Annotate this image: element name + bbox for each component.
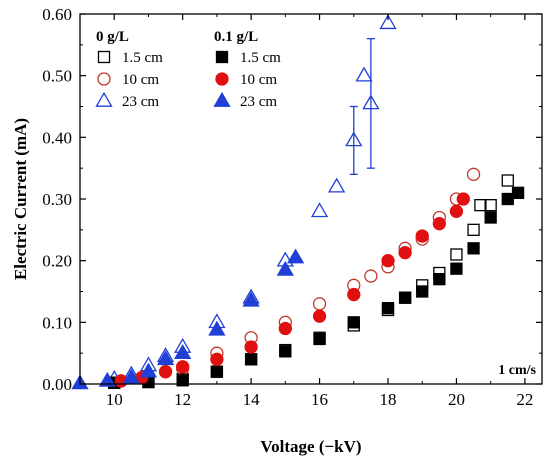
data-point: [312, 297, 327, 311]
data-point: [379, 14, 397, 30]
plot-frame: [79, 13, 543, 385]
data-point: [450, 262, 463, 275]
data-point: [381, 301, 395, 315]
x-tick-label: 14: [243, 390, 261, 409]
data-point: [279, 345, 292, 358]
data-point: [158, 365, 173, 379]
data-point: [456, 192, 470, 206]
series-5: [71, 248, 305, 390]
x-tick-label: 12: [174, 390, 191, 409]
data-point: [484, 199, 497, 212]
data-point: [98, 371, 117, 387]
data-point: [433, 273, 446, 286]
y-tick-label: 0.20: [42, 252, 72, 271]
series-2: [105, 14, 397, 385]
series-4: [114, 192, 470, 388]
y-tick-label: 0.00: [42, 375, 72, 394]
data-point: [210, 352, 224, 366]
x-tick-label: 22: [516, 390, 533, 409]
x-axis-title: Voltage (−kV): [260, 437, 361, 456]
data-point: [416, 285, 429, 298]
data-point: [313, 332, 326, 346]
speed-annotation: 1 cm/s: [498, 363, 536, 378]
legend-label: 23 cm: [240, 94, 277, 110]
data-point: [156, 350, 175, 366]
legend-label: 1.5 cm: [240, 50, 281, 66]
legend: 0 g/L 1.5 cm 10 cm 23 cm 0.1 g/L 1.5 cm 10 cm 2…: [95, 29, 281, 110]
data-point: [364, 269, 378, 283]
legend-marker: [213, 91, 231, 107]
legend-label: 1.5 cm: [122, 50, 163, 66]
data-point: [362, 94, 380, 110]
data-point: [345, 131, 363, 147]
legend-header: 0.1 g/L: [214, 29, 258, 45]
data-point: [450, 248, 463, 261]
data-point: [244, 340, 258, 354]
data-point: [474, 199, 487, 212]
data-point: [242, 291, 260, 307]
data-point: [484, 211, 497, 224]
data-point: [466, 167, 481, 181]
y-tick-label: 0.60: [42, 5, 72, 24]
data-point: [381, 254, 395, 268]
data-point: [328, 177, 346, 193]
data-point: [398, 291, 412, 304]
x-tick-label: 18: [380, 390, 397, 409]
data-point: [449, 204, 464, 218]
data-point: [432, 217, 446, 231]
data-point: [278, 321, 292, 336]
legend-marker: [215, 72, 229, 86]
data-point: [208, 320, 226, 336]
legend-marker: [95, 91, 113, 107]
data-point: [312, 309, 327, 323]
data-point: [139, 362, 158, 378]
data-point: [122, 368, 140, 384]
y-tick-label: 0.50: [42, 67, 72, 86]
data-point: [398, 245, 412, 260]
data-point: [276, 260, 294, 276]
legend-marker: [97, 72, 111, 86]
x-tick-label: 10: [106, 390, 123, 409]
data-point: [347, 287, 361, 302]
data-point: [174, 344, 192, 360]
legend-marker: [97, 50, 111, 64]
data-point: [511, 186, 525, 199]
data-point: [501, 192, 514, 206]
y-tick-label: 0.30: [42, 190, 72, 209]
y-axis-title: Electric Current (mA): [11, 118, 30, 280]
data-point: [501, 174, 514, 187]
legend-marker: [215, 50, 229, 64]
data-point: [310, 202, 329, 218]
legend-label: 23 cm: [122, 94, 159, 110]
data-point: [355, 66, 373, 82]
x-tick-label: 16: [311, 390, 328, 409]
y-tick-label: 0.40: [42, 128, 72, 147]
data-point: [467, 242, 480, 255]
data-point: [210, 365, 224, 378]
data-marks: [71, 14, 525, 390]
legend-header: 0 g/L: [96, 29, 129, 45]
data-point: [415, 229, 429, 243]
x-tick-label: 20: [448, 390, 465, 409]
data-point: [347, 316, 360, 329]
data-point: [286, 248, 305, 264]
data-point: [244, 353, 258, 366]
data-point: [176, 360, 190, 374]
legend-label: 10 cm: [240, 72, 277, 88]
legend-label: 10 cm: [122, 72, 159, 88]
axis-ticks: 10 12 14 16 18 20 22 0.00 0.10 0.20 0.30 0.40 0.50 0.…: [42, 5, 542, 409]
y-tick-label: 0.10: [42, 313, 72, 332]
data-point: [467, 223, 480, 236]
series-1: [114, 167, 481, 388]
